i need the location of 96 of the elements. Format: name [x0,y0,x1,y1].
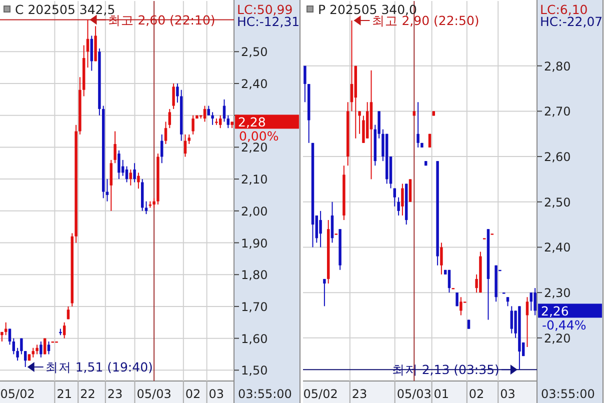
y-tick-label: 2,80 [544,59,571,74]
candlestick [16,347,19,362]
x-tick-label: 05/02 [303,387,338,401]
x-tick-label: 23 [107,387,123,401]
candlestick [90,35,94,72]
candlestick [211,112,214,126]
x-tick-label: 05/03 [396,387,432,401]
y-tick-label: 2,10 [241,172,268,187]
candlestick [401,183,404,216]
candlestick [62,322,66,339]
x-tick-label: 02 [185,387,201,401]
text: 2,26 [541,304,569,319]
annotation: 최저 1,51 (19:40) [45,359,153,374]
x-tick-label: 05/02 [0,387,35,401]
candlestick [110,159,113,212]
text: LC:50,99 [237,2,293,17]
candlestick [456,292,458,307]
candlestick [12,338,16,355]
x-tick-label: 05/03 [136,387,172,401]
y-tick-label: 2,30 [544,286,571,300]
candlestick [304,65,306,103]
candlestick [393,188,396,207]
y-tick-label: 1,60 [241,332,268,346]
candlestick [36,344,38,355]
candlestick [203,105,206,122]
candlestick [125,166,128,183]
candlestick [86,19,90,68]
y-tick-label: 2,50 [544,195,571,210]
candlestick [222,98,226,122]
candlestick [350,20,354,112]
candlestick [184,134,187,158]
candlestick [397,196,400,216]
candlestick [152,198,156,208]
candlestick [506,296,510,307]
y-tick-label: 2,40 [241,77,268,91]
y-tick-label: 1,90 [241,236,268,250]
y-tick-label: 2,60 [544,150,571,164]
text: HC:-12,31 [237,14,300,29]
candlestick [440,242,443,275]
x-tick-label: 02 [468,387,484,401]
text: LC:6,10 [540,2,588,17]
y-tick-label: 2,00 [241,204,268,218]
candlestick [66,306,70,320]
candlestick [164,121,168,145]
text: 03:55:00 [541,387,595,401]
candlestick [218,114,222,129]
x-tick-label: 01 [434,387,450,401]
candlestick [319,210,322,248]
chart-title: C 202505 342,5 [15,2,116,17]
candlestick [358,110,361,134]
x-tick-label: 03 [208,387,224,401]
candlestick [188,134,191,145]
candlestick [8,328,12,346]
candlestick [160,134,164,164]
text: HC:-22,07 [540,14,603,29]
candlestick [24,350,27,368]
candlestick [448,269,451,294]
x-tick-label: 22 [80,387,96,401]
y-tick-label: 1,70 [241,300,268,314]
y-tick-label: 2,50 [241,45,268,60]
text: -0,44% [542,318,586,333]
candlestick [118,150,120,180]
candlestick [207,105,210,116]
candlestick [362,115,365,144]
candlestick [530,292,533,312]
x-tick-label: 21 [56,387,72,401]
y-tick-label: 2,20 [544,331,571,346]
candlestick [323,278,326,307]
candlestick [526,296,529,348]
y-tick-label: 2,70 [544,104,571,119]
candlestick [460,296,462,316]
candlestick [133,162,136,183]
candlestick [40,341,42,358]
candlestick [330,201,334,244]
candlestick [168,108,172,129]
text: 03:55:00 [238,387,292,401]
x-tick-label: 03 [500,387,516,401]
candlestick [20,338,23,355]
text: 2,28 [238,114,266,130]
x-tick-label: 23 [352,387,368,401]
y-tick-label: 1,50 [241,364,268,378]
candlestick [510,306,514,334]
candlestick [172,83,175,110]
candlestick [47,341,50,355]
candlestick [114,130,116,164]
candlestick [192,114,194,135]
candlestick [226,114,230,129]
candlestick [137,172,140,190]
y-tick-label: 1,80 [241,268,268,282]
candlestick [428,133,432,148]
candlestick [144,200,148,215]
candlestick [408,178,412,202]
candlestick [416,102,420,148]
y-tick-label: 2,40 [544,240,571,255]
candlestick [176,83,179,104]
candlestick [129,169,132,186]
